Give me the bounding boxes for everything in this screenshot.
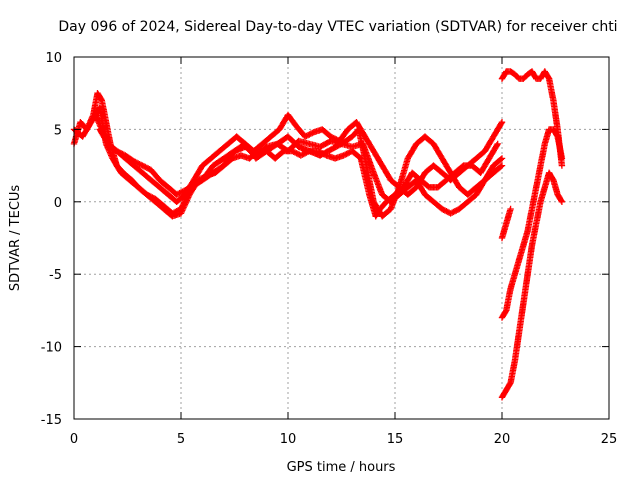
data-marks (70, 68, 566, 401)
series-trace-8 (498, 205, 514, 242)
x-tick-label: 10 (280, 432, 297, 447)
plus-markers-trace-4 (96, 126, 506, 220)
series-trace-4 (96, 126, 506, 220)
axis-ticks (73, 56, 610, 420)
plus-markers-trace-8 (498, 205, 514, 242)
plus-markers-trace-7 (498, 126, 566, 321)
plot-frame (73, 56, 610, 420)
series-trace-3 (92, 111, 506, 205)
x-tick-label: 25 (601, 432, 618, 447)
y-axis-label: SDTVAR / TECUs (8, 185, 23, 292)
x-tick-label: 0 (70, 432, 78, 447)
series-trace-7 (498, 126, 566, 321)
chart-title: Day 096 of 2024, Sidereal Day-to-day VTE… (58, 19, 617, 35)
x-tick-label: 5 (177, 432, 185, 447)
x-tick-label: 20 (494, 432, 511, 447)
plus-markers-trace-3 (92, 111, 506, 205)
x-tick-label: 15 (387, 432, 404, 447)
tick-labels: 0 5 10 15 20 25 -15 -10 -5 0 5 10 (41, 51, 618, 447)
series-trace-6 (498, 169, 566, 401)
y-tick-label: -5 (49, 268, 62, 283)
y-tick-label: 10 (45, 51, 62, 66)
y-tick-label: 0 (54, 196, 62, 211)
y-tick-label: -15 (41, 413, 62, 428)
plus-markers-trace-6 (498, 169, 566, 401)
y-tick-label: 5 (54, 123, 62, 138)
y-tick-label: -10 (41, 341, 62, 356)
x-axis-label: GPS time / hours (287, 460, 396, 475)
